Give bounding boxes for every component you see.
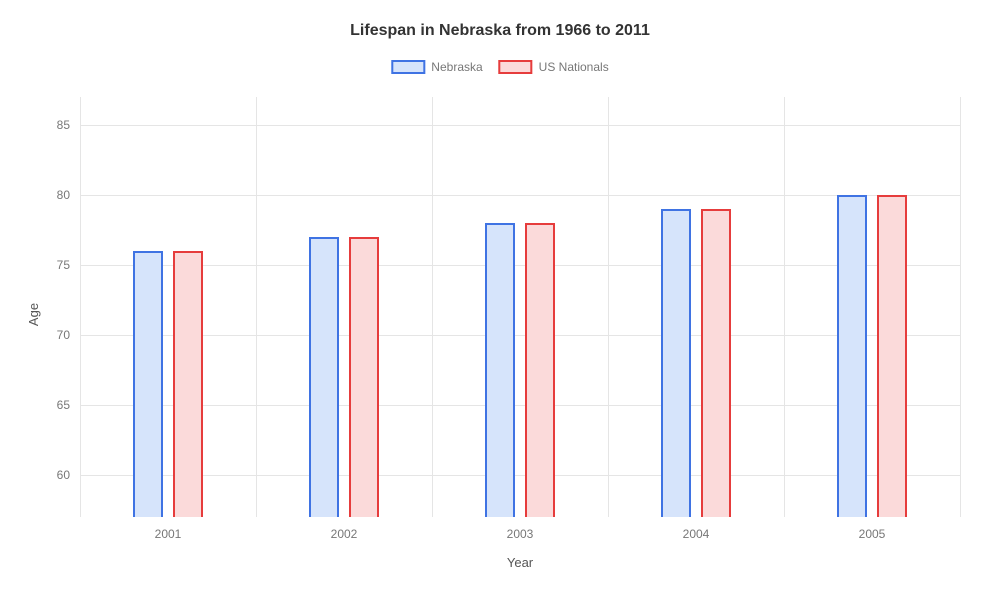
y-tick-label: 65 bbox=[57, 398, 80, 412]
legend-label: US Nationals bbox=[539, 60, 609, 74]
gridline-vertical bbox=[80, 97, 81, 517]
bar bbox=[349, 237, 379, 517]
bar bbox=[661, 209, 691, 517]
gridline-vertical bbox=[608, 97, 609, 517]
bar bbox=[877, 195, 907, 517]
bar bbox=[525, 223, 555, 517]
chart-title: Lifespan in Nebraska from 1966 to 2011 bbox=[0, 22, 1000, 40]
legend: Nebraska US Nationals bbox=[391, 60, 608, 74]
bar bbox=[133, 251, 163, 517]
y-tick-label: 75 bbox=[57, 258, 80, 272]
y-tick-label: 70 bbox=[57, 328, 80, 342]
plot-area: 60657075808520012002200320042005 bbox=[80, 97, 960, 517]
legend-swatch bbox=[499, 60, 533, 74]
x-tick-label: 2002 bbox=[331, 517, 358, 541]
gridline-horizontal bbox=[80, 195, 960, 196]
x-tick-label: 2005 bbox=[859, 517, 886, 541]
gridline-vertical bbox=[784, 97, 785, 517]
bar bbox=[309, 237, 339, 517]
y-tick-label: 80 bbox=[57, 188, 80, 202]
gridline-horizontal bbox=[80, 405, 960, 406]
gridline-vertical bbox=[432, 97, 433, 517]
gridline-horizontal bbox=[80, 125, 960, 126]
legend-label: Nebraska bbox=[431, 60, 482, 74]
bar bbox=[173, 251, 203, 517]
y-axis-title: Age bbox=[26, 303, 41, 326]
gridline-vertical bbox=[256, 97, 257, 517]
gridline-horizontal bbox=[80, 335, 960, 336]
bar bbox=[485, 223, 515, 517]
bar bbox=[837, 195, 867, 517]
x-tick-label: 2003 bbox=[507, 517, 534, 541]
gridline-horizontal bbox=[80, 475, 960, 476]
bar bbox=[701, 209, 731, 517]
legend-item: US Nationals bbox=[499, 60, 609, 74]
gridline-horizontal bbox=[80, 265, 960, 266]
x-axis-title: Year bbox=[507, 555, 533, 570]
legend-swatch bbox=[391, 60, 425, 74]
legend-item: Nebraska bbox=[391, 60, 482, 74]
y-tick-label: 85 bbox=[57, 118, 80, 132]
x-tick-label: 2004 bbox=[683, 517, 710, 541]
y-tick-label: 60 bbox=[57, 468, 80, 482]
x-tick-label: 2001 bbox=[155, 517, 182, 541]
gridline-vertical bbox=[960, 97, 961, 517]
